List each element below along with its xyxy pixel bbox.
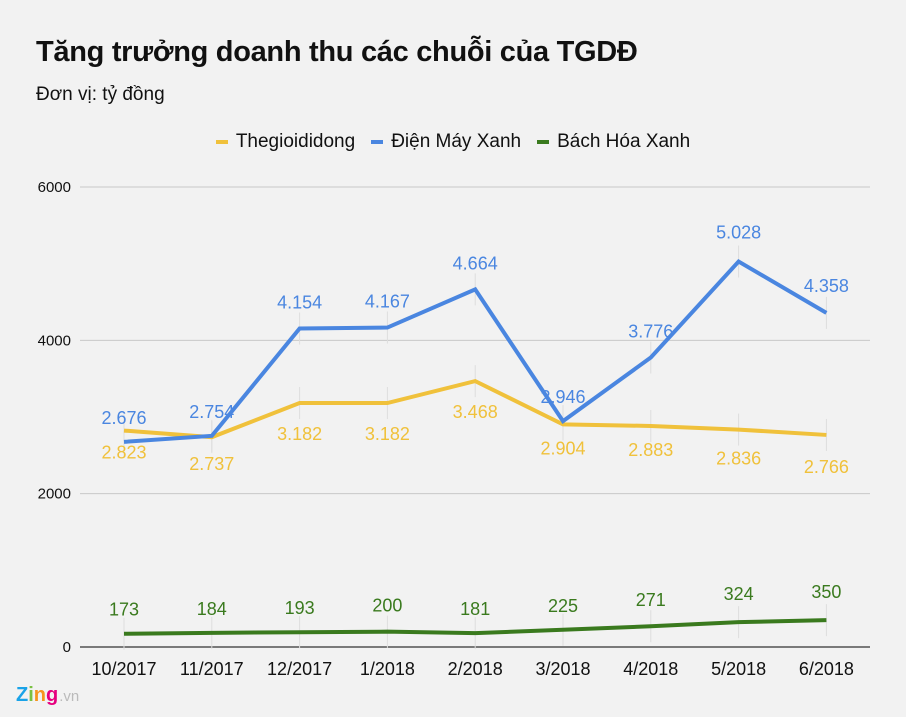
x-tick-label: 6/2018 — [799, 659, 854, 679]
legend: Thegioididong Điện Máy Xanh Bách Hóa Xan… — [0, 131, 906, 153]
data-label: 2.836 — [716, 449, 761, 469]
logo-letter: Z — [16, 684, 29, 706]
y-tick-label: 6000 — [38, 179, 71, 196]
legend-item-thegioididong: Thegioididong — [215, 131, 356, 153]
data-label: 173 — [109, 600, 139, 620]
legend-label: Thegioididong — [235, 131, 356, 152]
data-label: 2.904 — [540, 438, 585, 458]
data-label: 181 — [460, 599, 490, 619]
data-label: 4.154 — [277, 293, 322, 313]
y-tick-label: 0 — [63, 639, 71, 656]
chart-title: Tăng trưởng doanh thu các chuỗi của TGDĐ — [36, 36, 638, 68]
data-label: 3.182 — [277, 424, 322, 444]
x-tick-label: 10/2017 — [91, 659, 156, 679]
logo-brand: Zing — [16, 684, 58, 707]
data-label: 350 — [811, 582, 841, 602]
data-label: 3.182 — [365, 424, 410, 444]
data-label: 3.776 — [628, 322, 673, 342]
data-label: 3.468 — [453, 402, 498, 422]
x-tick-label: 12/2017 — [267, 659, 332, 679]
x-tick-label: 5/2018 — [711, 659, 766, 679]
data-label: 2.823 — [101, 443, 146, 463]
legend-swatch-icon — [537, 140, 550, 144]
chart-subtitle: Đơn vị: tỷ đồng — [36, 84, 165, 105]
data-label: 2.737 — [189, 454, 234, 474]
data-label: 200 — [372, 596, 402, 616]
legend-label: Bách Hóa Xanh — [557, 131, 691, 152]
series-lines — [123, 258, 828, 636]
x-tick-label: 3/2018 — [535, 659, 590, 679]
data-label: 271 — [636, 590, 666, 610]
logo-letter: n — [33, 684, 46, 706]
x-tick-label: 2/2018 — [448, 659, 503, 679]
x-tick-label: 11/2017 — [180, 659, 244, 679]
series-line — [123, 379, 827, 440]
data-ticks — [123, 245, 827, 650]
data-label: 5.028 — [716, 223, 761, 243]
y-tick-label: 2000 — [38, 486, 71, 503]
data-label: 2.754 — [189, 402, 234, 422]
y-tick-label: 4000 — [38, 332, 71, 349]
data-label: 2.883 — [628, 440, 673, 460]
data-label: 193 — [285, 598, 315, 618]
data-label: 2.946 — [540, 387, 585, 407]
data-label: 225 — [548, 596, 578, 616]
legend-swatch-icon — [371, 140, 384, 144]
legend-label: Điện Máy Xanh — [391, 131, 522, 152]
data-labels: 2.823 2.737 3.182 3.182 3.468 2.904 2.883 2.836… — [101, 223, 848, 620]
legend-item-dien-may-xanh: Điện Máy Xanh — [371, 131, 521, 153]
data-label: 2.766 — [804, 457, 849, 477]
logo-letter: g — [46, 684, 59, 706]
data-label: 4.167 — [365, 292, 410, 312]
zing-logo: Zing .vn — [16, 684, 79, 707]
data-label: 184 — [197, 599, 227, 619]
logo-letter: i — [28, 684, 34, 706]
x-tick-label: 1/2018 — [360, 659, 415, 679]
x-axis: 10/2017 11/2017 12/2017 1/2018 2/2018 3/2018 4… — [91, 659, 853, 679]
data-label: 4.664 — [453, 253, 498, 273]
series-line — [123, 258, 828, 444]
legend-item-bach-hoa-xanh: Bách Hóa Xanh — [537, 131, 690, 153]
series-line — [123, 618, 827, 636]
y-axis: 0 2000 4000 6000 — [38, 179, 71, 656]
x-tick-label: 4/2018 — [623, 659, 678, 679]
data-label: 324 — [724, 584, 754, 604]
legend-swatch-icon — [215, 140, 228, 144]
data-label: 4.358 — [804, 276, 849, 296]
logo-suffix: .vn — [59, 688, 80, 705]
data-label: 2.676 — [101, 408, 146, 428]
